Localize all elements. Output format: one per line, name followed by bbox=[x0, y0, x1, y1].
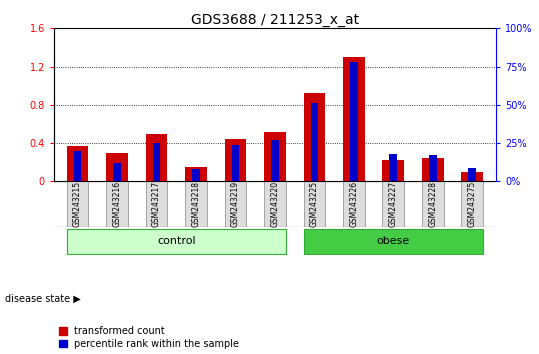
Text: GSM243219: GSM243219 bbox=[231, 181, 240, 227]
Bar bbox=[106, 181, 128, 227]
Bar bbox=[343, 57, 365, 181]
Bar bbox=[390, 154, 397, 181]
Text: control: control bbox=[157, 236, 196, 246]
Bar bbox=[67, 229, 286, 253]
Legend: transformed count, percentile rank within the sample: transformed count, percentile rank withi… bbox=[59, 326, 239, 349]
Text: GSM243218: GSM243218 bbox=[191, 181, 201, 227]
Text: disease state ▶: disease state ▶ bbox=[5, 294, 81, 304]
Bar bbox=[461, 181, 483, 227]
Bar bbox=[106, 153, 128, 181]
Bar bbox=[67, 146, 88, 181]
Bar bbox=[271, 140, 279, 181]
Text: GSM243217: GSM243217 bbox=[152, 181, 161, 227]
Title: GDS3688 / 211253_x_at: GDS3688 / 211253_x_at bbox=[191, 13, 359, 27]
Text: GSM243225: GSM243225 bbox=[310, 181, 319, 227]
Bar bbox=[422, 181, 444, 227]
Bar bbox=[264, 132, 286, 181]
Bar bbox=[185, 167, 207, 181]
Bar bbox=[67, 181, 88, 227]
Text: GSM243228: GSM243228 bbox=[429, 181, 437, 227]
Bar bbox=[225, 181, 246, 227]
Bar bbox=[383, 181, 404, 227]
Bar bbox=[429, 155, 437, 181]
Bar bbox=[303, 229, 483, 253]
Bar bbox=[422, 159, 444, 181]
Bar bbox=[185, 181, 207, 227]
Text: GSM243275: GSM243275 bbox=[468, 181, 476, 228]
Bar bbox=[343, 181, 365, 227]
Bar bbox=[264, 181, 286, 227]
Bar bbox=[74, 151, 81, 181]
Bar bbox=[303, 181, 325, 227]
Bar bbox=[146, 181, 167, 227]
Text: GSM243226: GSM243226 bbox=[349, 181, 358, 227]
Bar bbox=[461, 172, 483, 181]
Bar bbox=[303, 93, 325, 181]
Bar bbox=[192, 169, 200, 181]
Bar bbox=[383, 160, 404, 181]
Bar bbox=[146, 133, 167, 181]
Text: obese: obese bbox=[377, 236, 410, 246]
Text: GSM243215: GSM243215 bbox=[73, 181, 82, 227]
Bar bbox=[350, 62, 357, 181]
Text: GSM243216: GSM243216 bbox=[113, 181, 121, 227]
Bar bbox=[113, 163, 121, 181]
Bar bbox=[232, 145, 239, 181]
Bar bbox=[225, 139, 246, 181]
Bar bbox=[153, 143, 160, 181]
Bar bbox=[310, 103, 318, 181]
Text: GSM243227: GSM243227 bbox=[389, 181, 398, 227]
Text: GSM243220: GSM243220 bbox=[271, 181, 279, 227]
Bar bbox=[468, 168, 476, 181]
